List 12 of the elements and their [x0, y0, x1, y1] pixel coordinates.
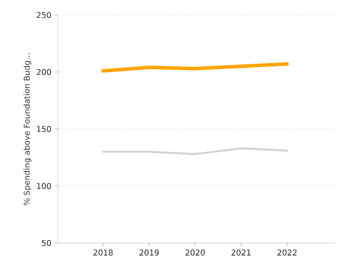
y-tick-label: 200 — [36, 68, 51, 76]
line-series — [101, 62, 289, 73]
x-tick-label: 2022 — [278, 250, 297, 256]
x-tick-label: 2021 — [232, 250, 251, 256]
x-tick-label: 2018 — [94, 250, 113, 256]
x-tick-label: 2020 — [186, 250, 205, 256]
x-tick-label: 2019 — [140, 250, 159, 256]
y-tick-label: 100 — [37, 182, 51, 190]
y-tick-label: 150 — [37, 126, 51, 132]
y-tick-label: 50 — [42, 240, 51, 246]
y-axis-title: % Spending above Foundation Budg… — [24, 53, 32, 206]
y-tick-label: 250 — [36, 12, 51, 18]
